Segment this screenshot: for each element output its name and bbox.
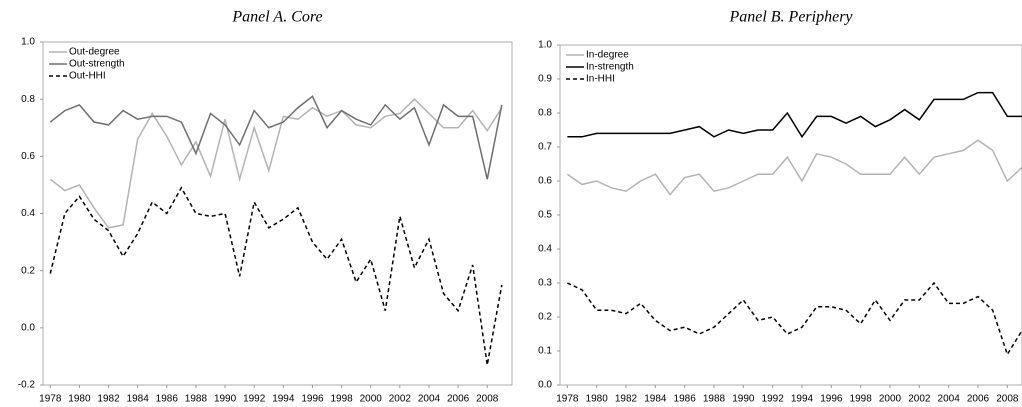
y-tick-label: 0.8 (538, 108, 552, 119)
y-tick-label: 0.6 (538, 176, 552, 187)
legend-label: Out-HHI (69, 71, 106, 82)
x-tick-label: 1980 (68, 394, 91, 405)
y-tick-label: -0.2 (18, 380, 36, 391)
x-tick-label: 1988 (185, 394, 208, 405)
x-tick-label: 1986 (156, 394, 179, 405)
x-tick-label: 1996 (301, 394, 324, 405)
legend-label: Out-degree (69, 47, 120, 58)
y-tick-label: 0.4 (21, 208, 35, 219)
x-tick-label: 1996 (820, 394, 843, 405)
y-tick-label: 0.3 (538, 278, 552, 289)
x-tick-label: 2000 (879, 394, 902, 405)
x-tick-label: 2004 (418, 394, 441, 405)
x-tick-label: 2006 (447, 394, 470, 405)
x-tick-label: 1984 (644, 394, 667, 405)
y-tick-label: 0.0 (538, 380, 552, 391)
x-tick-label: 2008 (476, 394, 499, 405)
x-tick-label: 1978 (556, 394, 579, 405)
x-tick-label: 2000 (360, 394, 383, 405)
y-tick-label: 0.8 (21, 94, 35, 105)
x-tick-label: 1980 (586, 394, 609, 405)
y-tick-label: 0.2 (538, 312, 552, 323)
y-tick-label: 0.0 (21, 322, 35, 333)
x-tick-label: 1982 (97, 394, 120, 405)
legend-label: Out-strength (69, 59, 125, 70)
series-line (49, 95, 503, 180)
y-tick-label: 0.2 (21, 265, 35, 276)
series-line (49, 186, 503, 366)
y-tick-label: 0.7 (538, 142, 552, 153)
x-tick-label: 1986 (674, 394, 697, 405)
y-tick-label: 0.9 (538, 74, 552, 85)
x-tick-label: 1994 (272, 394, 295, 405)
x-tick-label: 1990 (732, 394, 755, 405)
legend-label: In-HHI (586, 74, 615, 85)
y-tick-label: 0.6 (21, 151, 35, 162)
chart-title: Panel B. Periphery (728, 9, 853, 26)
y-tick-label: 1.0 (538, 40, 552, 51)
x-tick-label: 1990 (214, 394, 237, 405)
series-line (566, 139, 1022, 196)
x-tick-label: 2004 (938, 394, 961, 405)
y-tick-label: 1.0 (21, 37, 35, 48)
plot-frame (42, 41, 513, 386)
x-tick-label: 1982 (615, 394, 638, 405)
x-tick-label: 2006 (967, 394, 990, 405)
x-tick-label: 1992 (243, 394, 266, 405)
x-tick-label: 1978 (39, 394, 62, 405)
series-line (567, 281, 1022, 357)
x-tick-label: 2008 (996, 394, 1019, 405)
plot-frame (559, 44, 1022, 386)
x-tick-label: 2002 (908, 394, 931, 405)
x-tick-label: 1998 (850, 394, 873, 405)
x-tick-label: 1992 (762, 394, 785, 405)
y-tick-label: 0.5 (538, 210, 552, 221)
chart-title: Panel A. Core (231, 9, 322, 26)
x-tick-label: 2002 (389, 394, 412, 405)
x-tick-label: 1994 (791, 394, 814, 405)
y-tick-label: 0.1 (538, 346, 552, 357)
series-line (49, 98, 503, 229)
y-tick-label: 0.4 (538, 244, 552, 255)
legend-label: In-degree (586, 50, 629, 61)
x-tick-label: 1984 (127, 394, 150, 405)
legend-label: In-strength (586, 62, 634, 73)
series-line (567, 91, 1022, 139)
x-tick-label: 1998 (330, 394, 353, 405)
x-tick-label: 1988 (703, 394, 726, 405)
